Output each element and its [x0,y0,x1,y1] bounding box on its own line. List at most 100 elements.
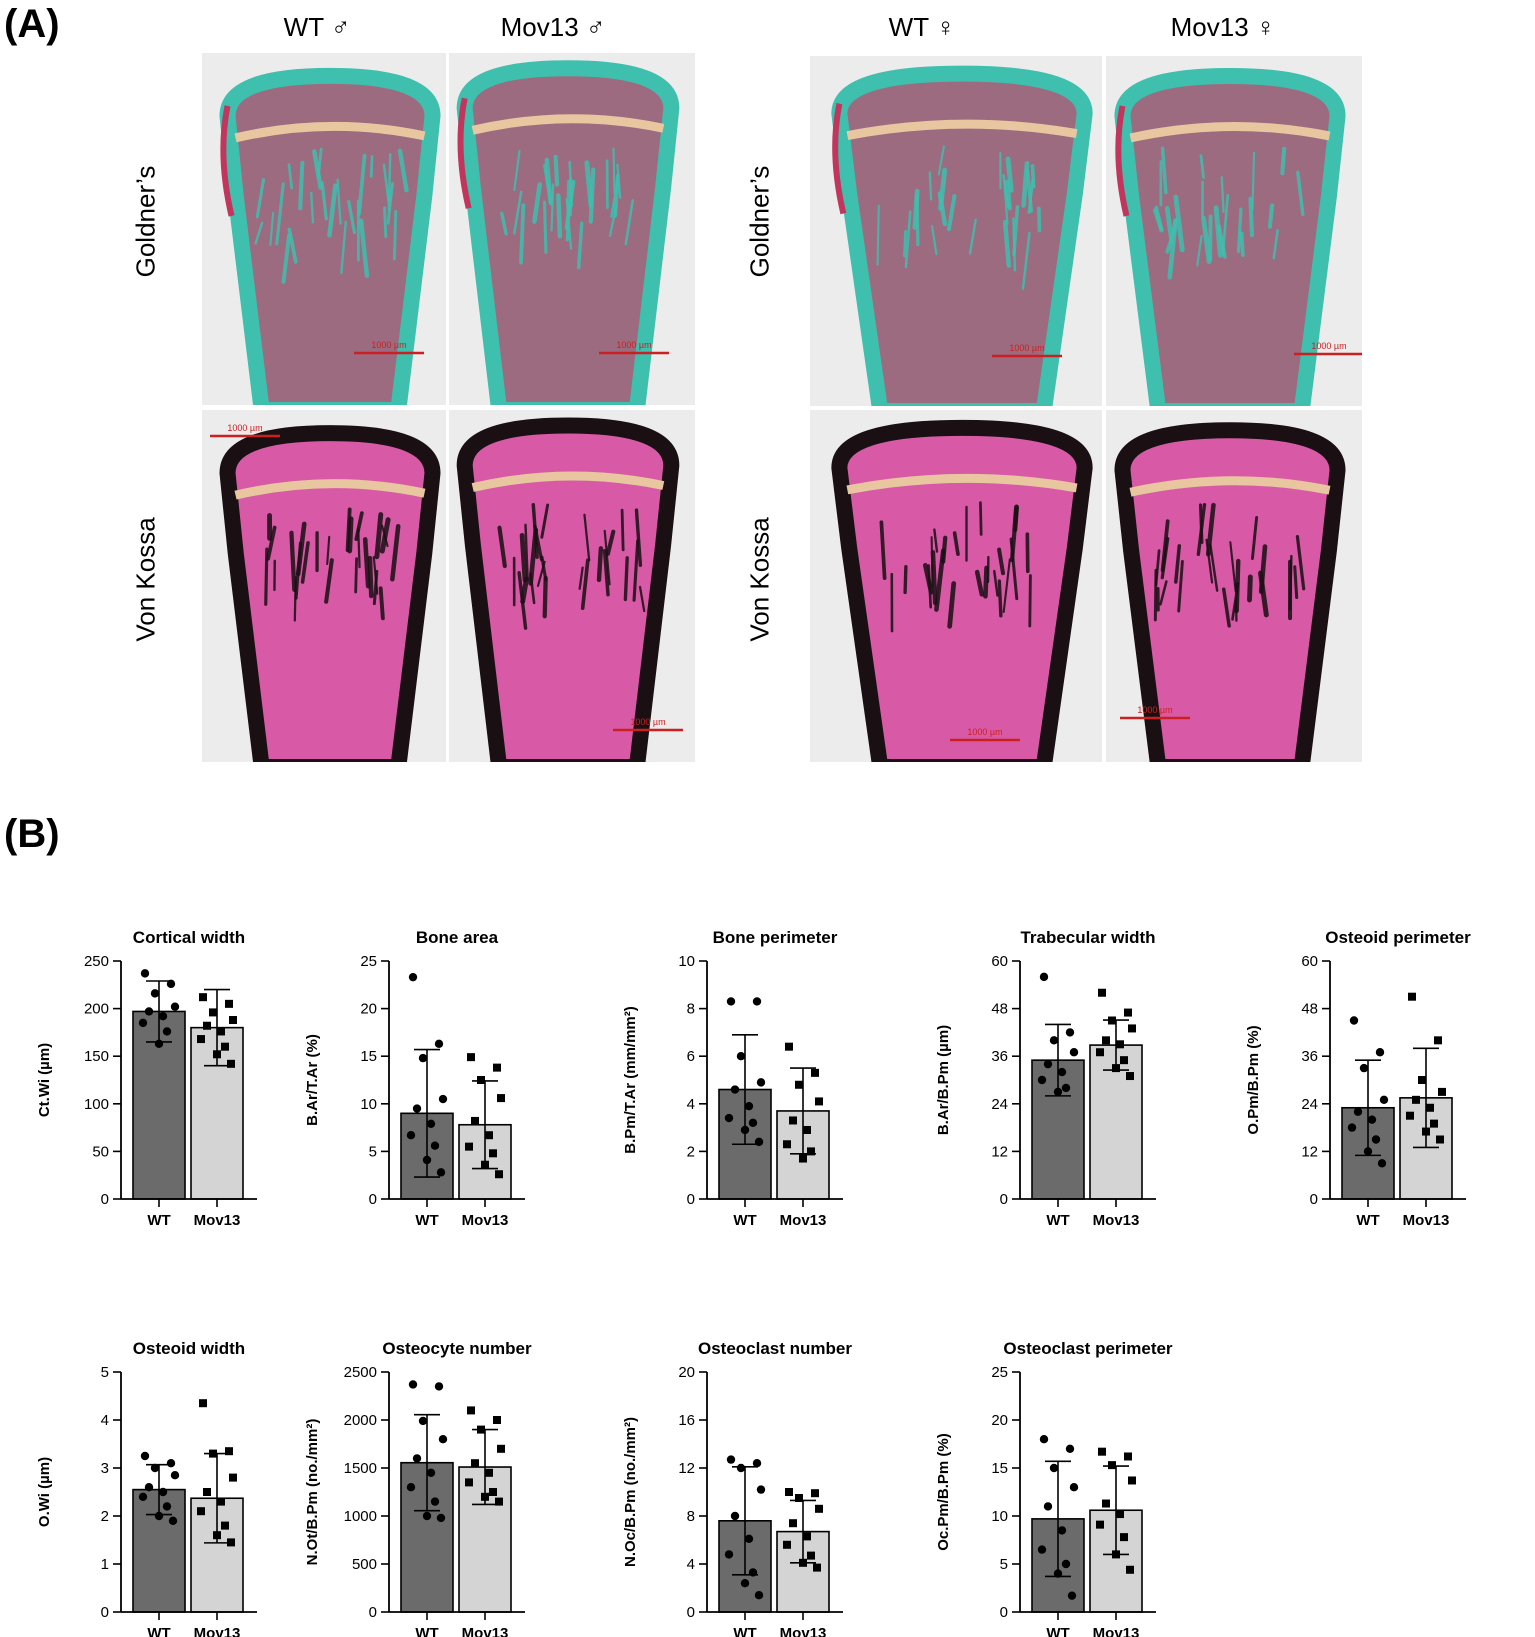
data-point [1116,1510,1124,1519]
y-tick-label: 25 [360,953,377,970]
x-tick-label: Mov13 [194,1212,241,1229]
data-point [1377,1159,1387,1168]
data-point [1057,1067,1067,1077]
scale-bar-label: 1000 µm [630,717,665,727]
y-tick-label: 2 [101,1508,109,1525]
y-tick-label: 20 [360,1001,377,1018]
data-point [1067,1591,1077,1600]
trabecula [937,145,945,176]
trabecula [602,549,610,597]
trabecula [933,528,939,553]
trabecula [1012,217,1017,272]
trabecula [583,513,591,562]
trabecula [382,163,390,203]
data-point [471,1116,479,1125]
trabecula [997,547,1006,576]
data-point [203,1488,211,1496]
trabecula [1177,559,1184,613]
y-tick-label: 10 [991,1508,1008,1525]
y-tick-label: 4 [687,1096,695,1113]
micrograph-vonkossa-wt-male: 1000 µm [202,410,446,762]
x-tick-label: WT [147,1212,170,1229]
growth-plate [234,121,426,143]
trabecula [397,148,409,193]
data-point [209,1449,217,1458]
bone-section-outline [831,65,1093,406]
trabecula [928,171,933,201]
data-point [199,993,207,1002]
data-point [144,1007,154,1016]
trabecula [1160,519,1170,573]
y-tick-label: 200 [84,1001,109,1018]
trabecula [513,150,521,192]
data-point [754,1591,764,1600]
data-point [170,1002,180,1011]
y-tick-label: 10 [360,1096,377,1113]
data-point [217,1027,225,1036]
trabecula [931,225,938,256]
trabecula [632,539,640,602]
y-tick-label: 15 [360,1048,377,1065]
trabecula [922,562,934,595]
data-point [406,1483,416,1492]
data-point [1112,1064,1120,1073]
data-point [1096,1520,1104,1529]
scale-bar-label: 1000 µm [967,727,1002,737]
trabecula [347,516,354,554]
trabecula [620,508,625,552]
data-point [166,979,176,989]
data-point [154,1511,164,1521]
data-point [140,1451,150,1461]
data-point [726,997,736,1006]
data-point [213,1050,221,1059]
trabecula [624,199,635,246]
data-point [489,1488,497,1496]
data-point [1408,992,1416,1001]
x-tick-label: Mov13 [780,1212,827,1229]
growth-plate [1129,121,1331,143]
trabecula [289,530,297,592]
trabecula [336,178,342,225]
trabecula [383,206,388,239]
trabecula [613,173,620,218]
data-point [1053,1087,1063,1097]
y-axis-label: B.Pm/T.Ar (mm/mm²) [622,1006,639,1154]
trabecula [638,585,646,613]
data-point [1367,1115,1377,1124]
data-point [1120,1533,1128,1542]
trabecula [1288,554,1293,611]
data-point [138,1492,148,1502]
y-tick-label: 60 [991,953,1008,970]
data-point [1065,1444,1075,1454]
growth-plate [471,114,665,135]
chart-title: Cortical width [133,928,245,947]
data-point [434,1382,444,1391]
data-point [815,1097,823,1106]
data-point [1375,1048,1385,1057]
trabecula [347,200,357,235]
data-point [1039,1435,1049,1444]
data-point [1128,1024,1136,1033]
data-point [225,1447,233,1456]
data-point [209,1008,217,1017]
trabecula [275,182,285,246]
data-point [197,1507,205,1516]
data-point [1434,1036,1442,1045]
trabecula [1009,537,1019,601]
data-point [418,1053,428,1063]
data-point [1057,1526,1067,1535]
trabecula [915,193,920,247]
data-point [197,1035,205,1044]
chart-title: Osteoclast perimeter [1003,1339,1173,1358]
y-axis-label: B.Ar/B.Pm (µm) [935,1025,952,1135]
soft-tissue-edge [832,103,847,215]
data-point [144,1483,154,1492]
trabecula [1267,203,1275,229]
y-tick-label: 2 [687,1143,695,1160]
data-point [199,1399,207,1408]
y-tick-label: 0 [1000,1191,1008,1208]
trabecula [392,210,398,261]
trabecula [310,191,315,224]
data-point [1426,1103,1434,1112]
column-title-mov13-female: Mov13 ♀ [1170,12,1276,42]
